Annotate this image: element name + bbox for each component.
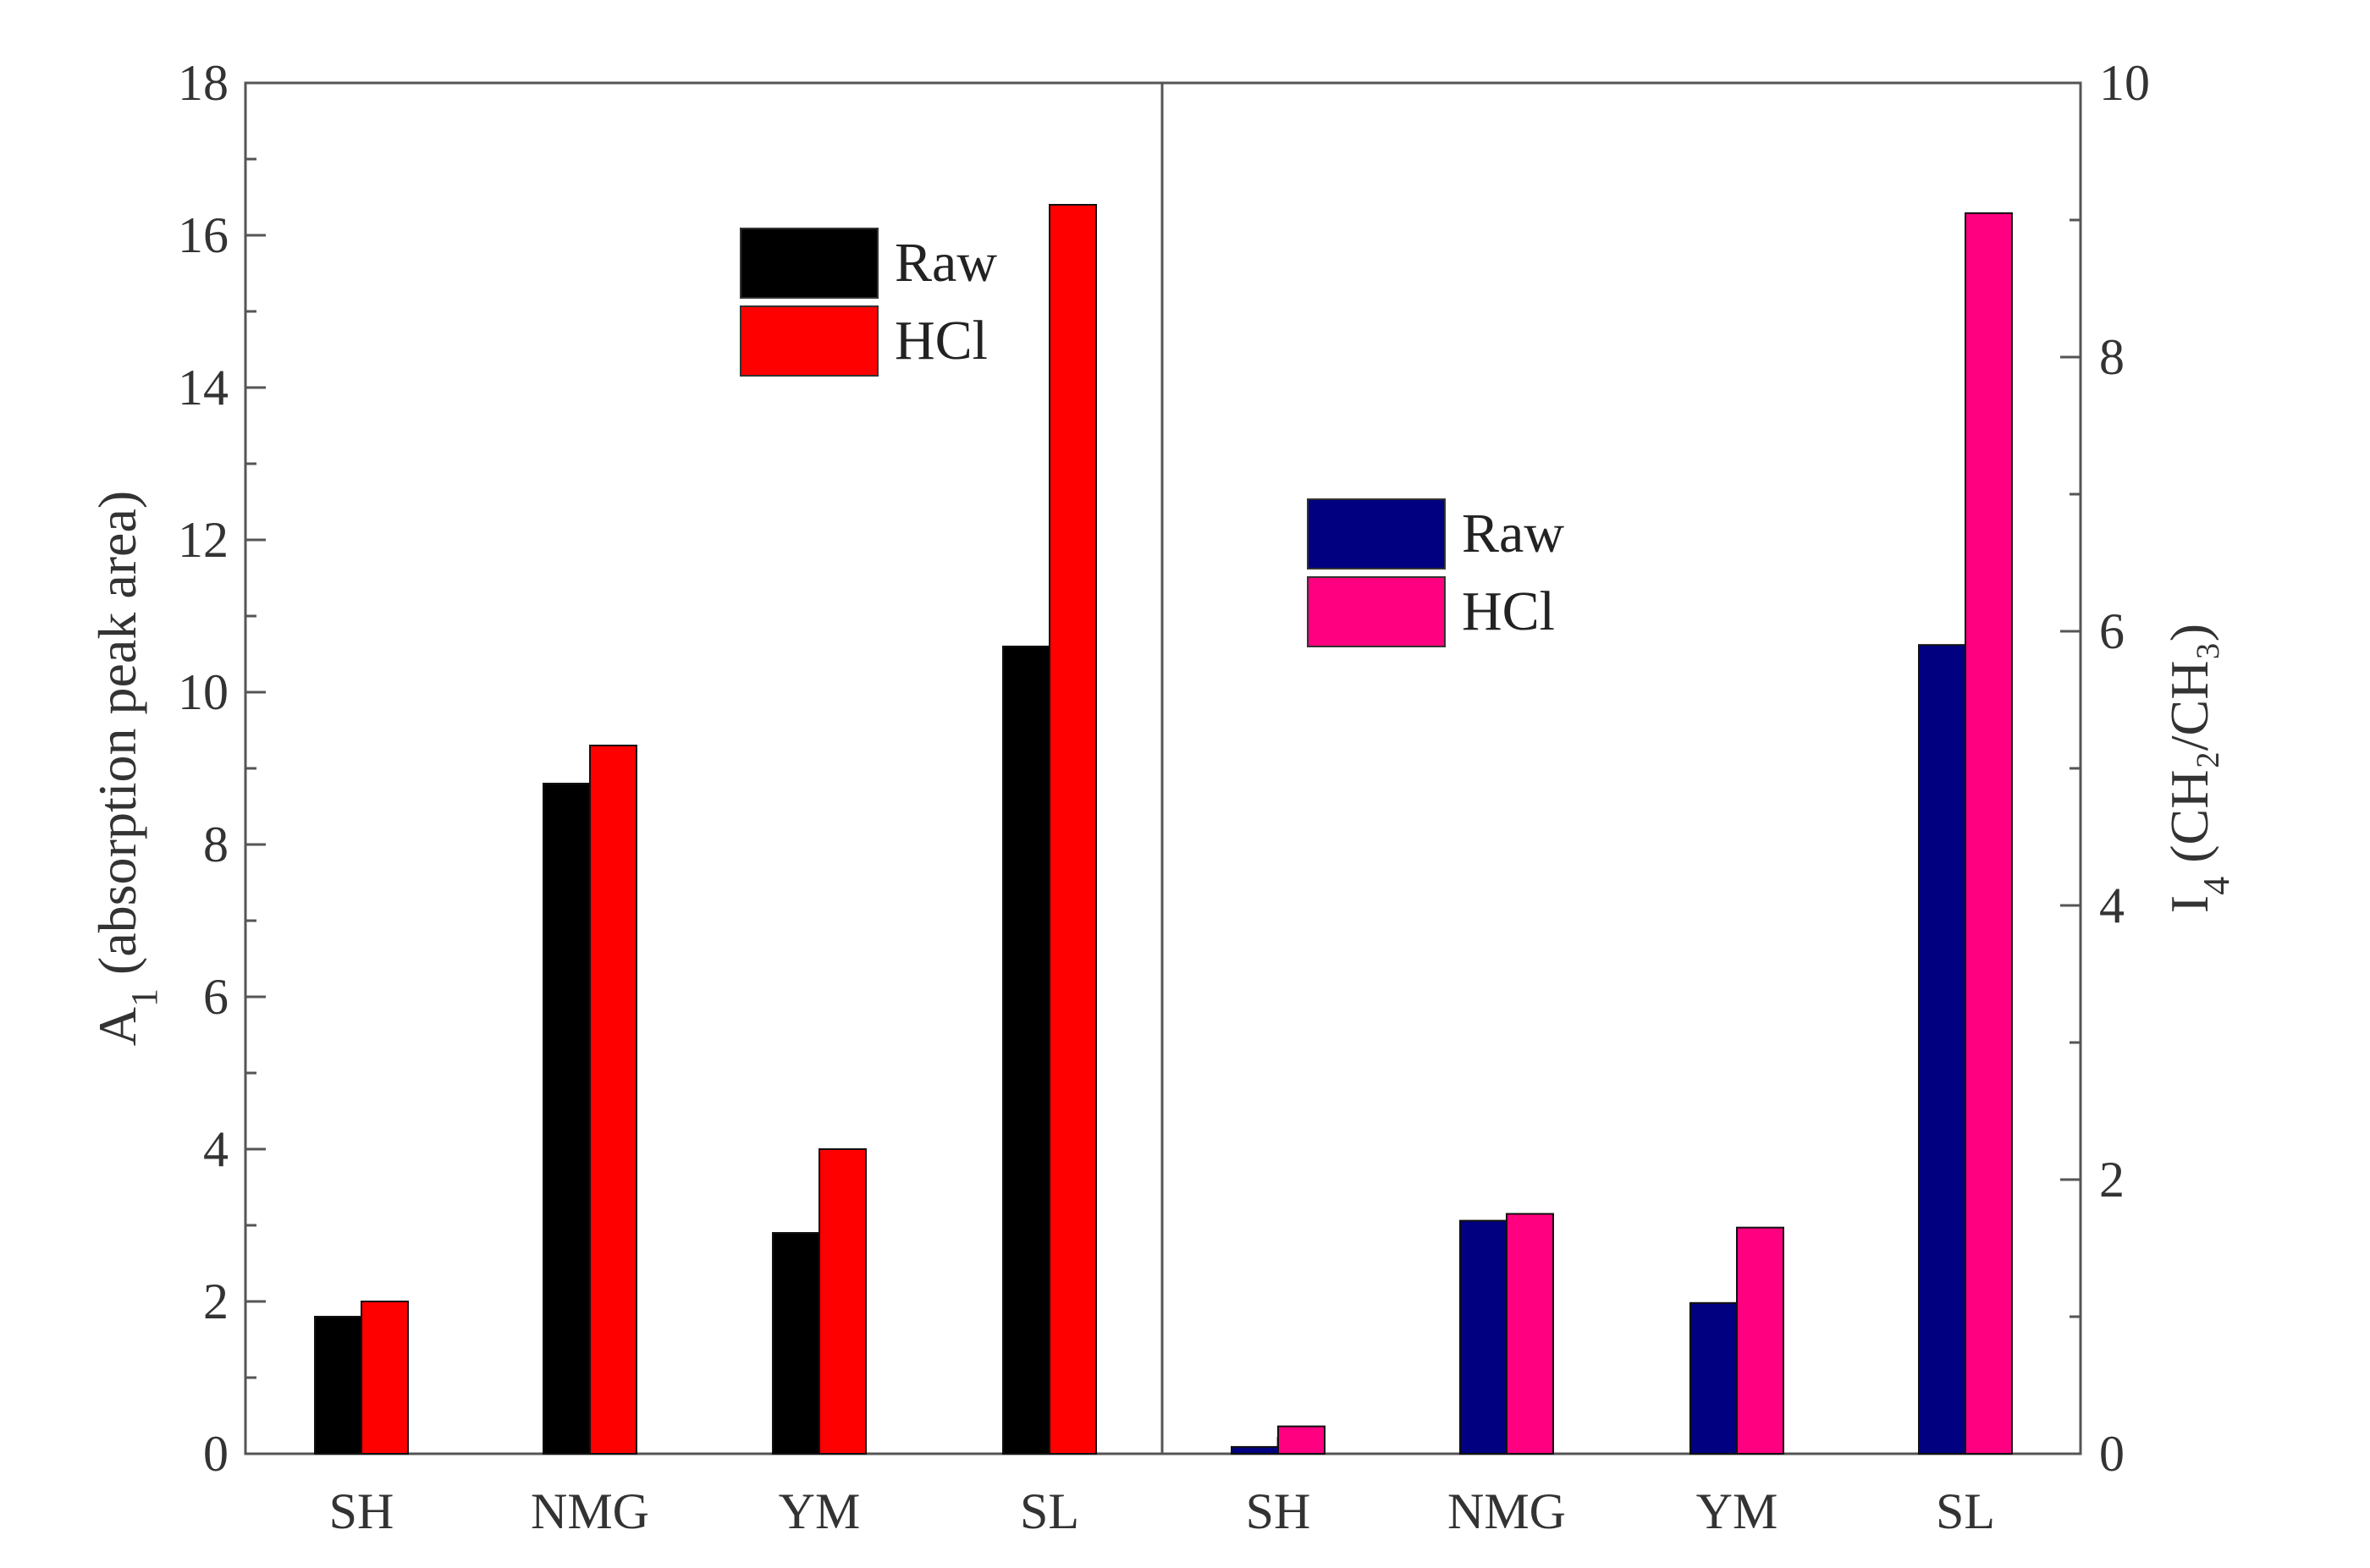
y-axis-title-right: I4 (CH₂/CH₃) <box>2159 624 2237 913</box>
legend-label-raw-panel1: Raw <box>895 232 997 294</box>
bar-raw-ym-panel1 <box>772 1232 820 1455</box>
xtick-label-sh-panel1: SH <box>329 1483 394 1539</box>
ytick-label-left-0: 0 <box>203 1426 229 1482</box>
ytick-label-right-5: 10 <box>2099 55 2150 111</box>
bar-hcl-sh-panel1 <box>361 1301 409 1455</box>
xtick-label-sl-panel2: SL <box>1936 1483 1995 1539</box>
bar-raw-nmg-panel1 <box>543 783 591 1455</box>
ytick-label-right-1: 2 <box>2099 1152 2125 1208</box>
legend-label-raw-panel2: Raw <box>1462 503 1564 564</box>
bar-raw-sl-panel2 <box>1918 644 1966 1455</box>
legend-label-hcl-panel2: HCl <box>1462 580 1555 642</box>
ytick-label-right-0: 0 <box>2099 1426 2125 1482</box>
xtick-label-nmg-panel1: NMG <box>531 1483 649 1539</box>
xtick-label-sh-panel2: SH <box>1246 1483 1311 1539</box>
ytick-label-left-3: 6 <box>203 969 229 1025</box>
bar-raw-nmg-panel2 <box>1459 1219 1507 1455</box>
xtick-label-nmg-panel2: NMG <box>1447 1483 1566 1539</box>
legend-swatch-hcl-panel2 <box>1307 576 1446 647</box>
xtick-label-ym-panel1: YM <box>779 1483 861 1539</box>
xtick-label-sl-panel1: SL <box>1020 1483 1079 1539</box>
bar-hcl-nmg-panel2 <box>1506 1213 1554 1455</box>
ytick-label-left-7: 14 <box>178 360 229 415</box>
ytick-label-left-4: 8 <box>203 817 229 872</box>
bar-hcl-nmg-panel1 <box>589 745 637 1455</box>
bar-hcl-ym-panel1 <box>818 1148 867 1455</box>
legend-label-hcl-panel1: HCl <box>895 310 988 371</box>
ytick-label-left-8: 16 <box>178 207 229 263</box>
bar-hcl-sl-panel1 <box>1049 204 1097 1455</box>
bar-raw-sh-panel2 <box>1231 1445 1279 1455</box>
ytick-label-left-2: 4 <box>203 1121 229 1177</box>
bar-hcl-sl-panel2 <box>1965 212 2013 1455</box>
legend-swatch-raw-panel2 <box>1307 498 1446 569</box>
bar-hcl-sh-panel2 <box>1277 1425 1326 1455</box>
legend-swatch-raw-panel1 <box>740 228 879 299</box>
ytick-label-left-9: 18 <box>178 55 229 111</box>
legend-swatch-hcl-panel1 <box>740 305 879 377</box>
ytick-label-right-2: 4 <box>2099 878 2125 933</box>
ytick-label-left-5: 10 <box>178 664 229 720</box>
bar-hcl-ym-panel2 <box>1736 1226 1784 1455</box>
bar-raw-sl-panel1 <box>1002 646 1050 1455</box>
bar-raw-sh-panel1 <box>314 1316 362 1455</box>
ytick-label-right-3: 6 <box>2099 603 2125 659</box>
ytick-label-right-4: 8 <box>2099 329 2125 385</box>
ytick-label-left-6: 12 <box>178 512 229 568</box>
bar-raw-ym-panel2 <box>1689 1301 1738 1455</box>
y-axis-title-left: A1 (absorption peak area) <box>87 491 165 1046</box>
ytick-label-left-1: 2 <box>203 1274 229 1329</box>
xtick-label-ym-panel2: YM <box>1696 1483 1778 1539</box>
